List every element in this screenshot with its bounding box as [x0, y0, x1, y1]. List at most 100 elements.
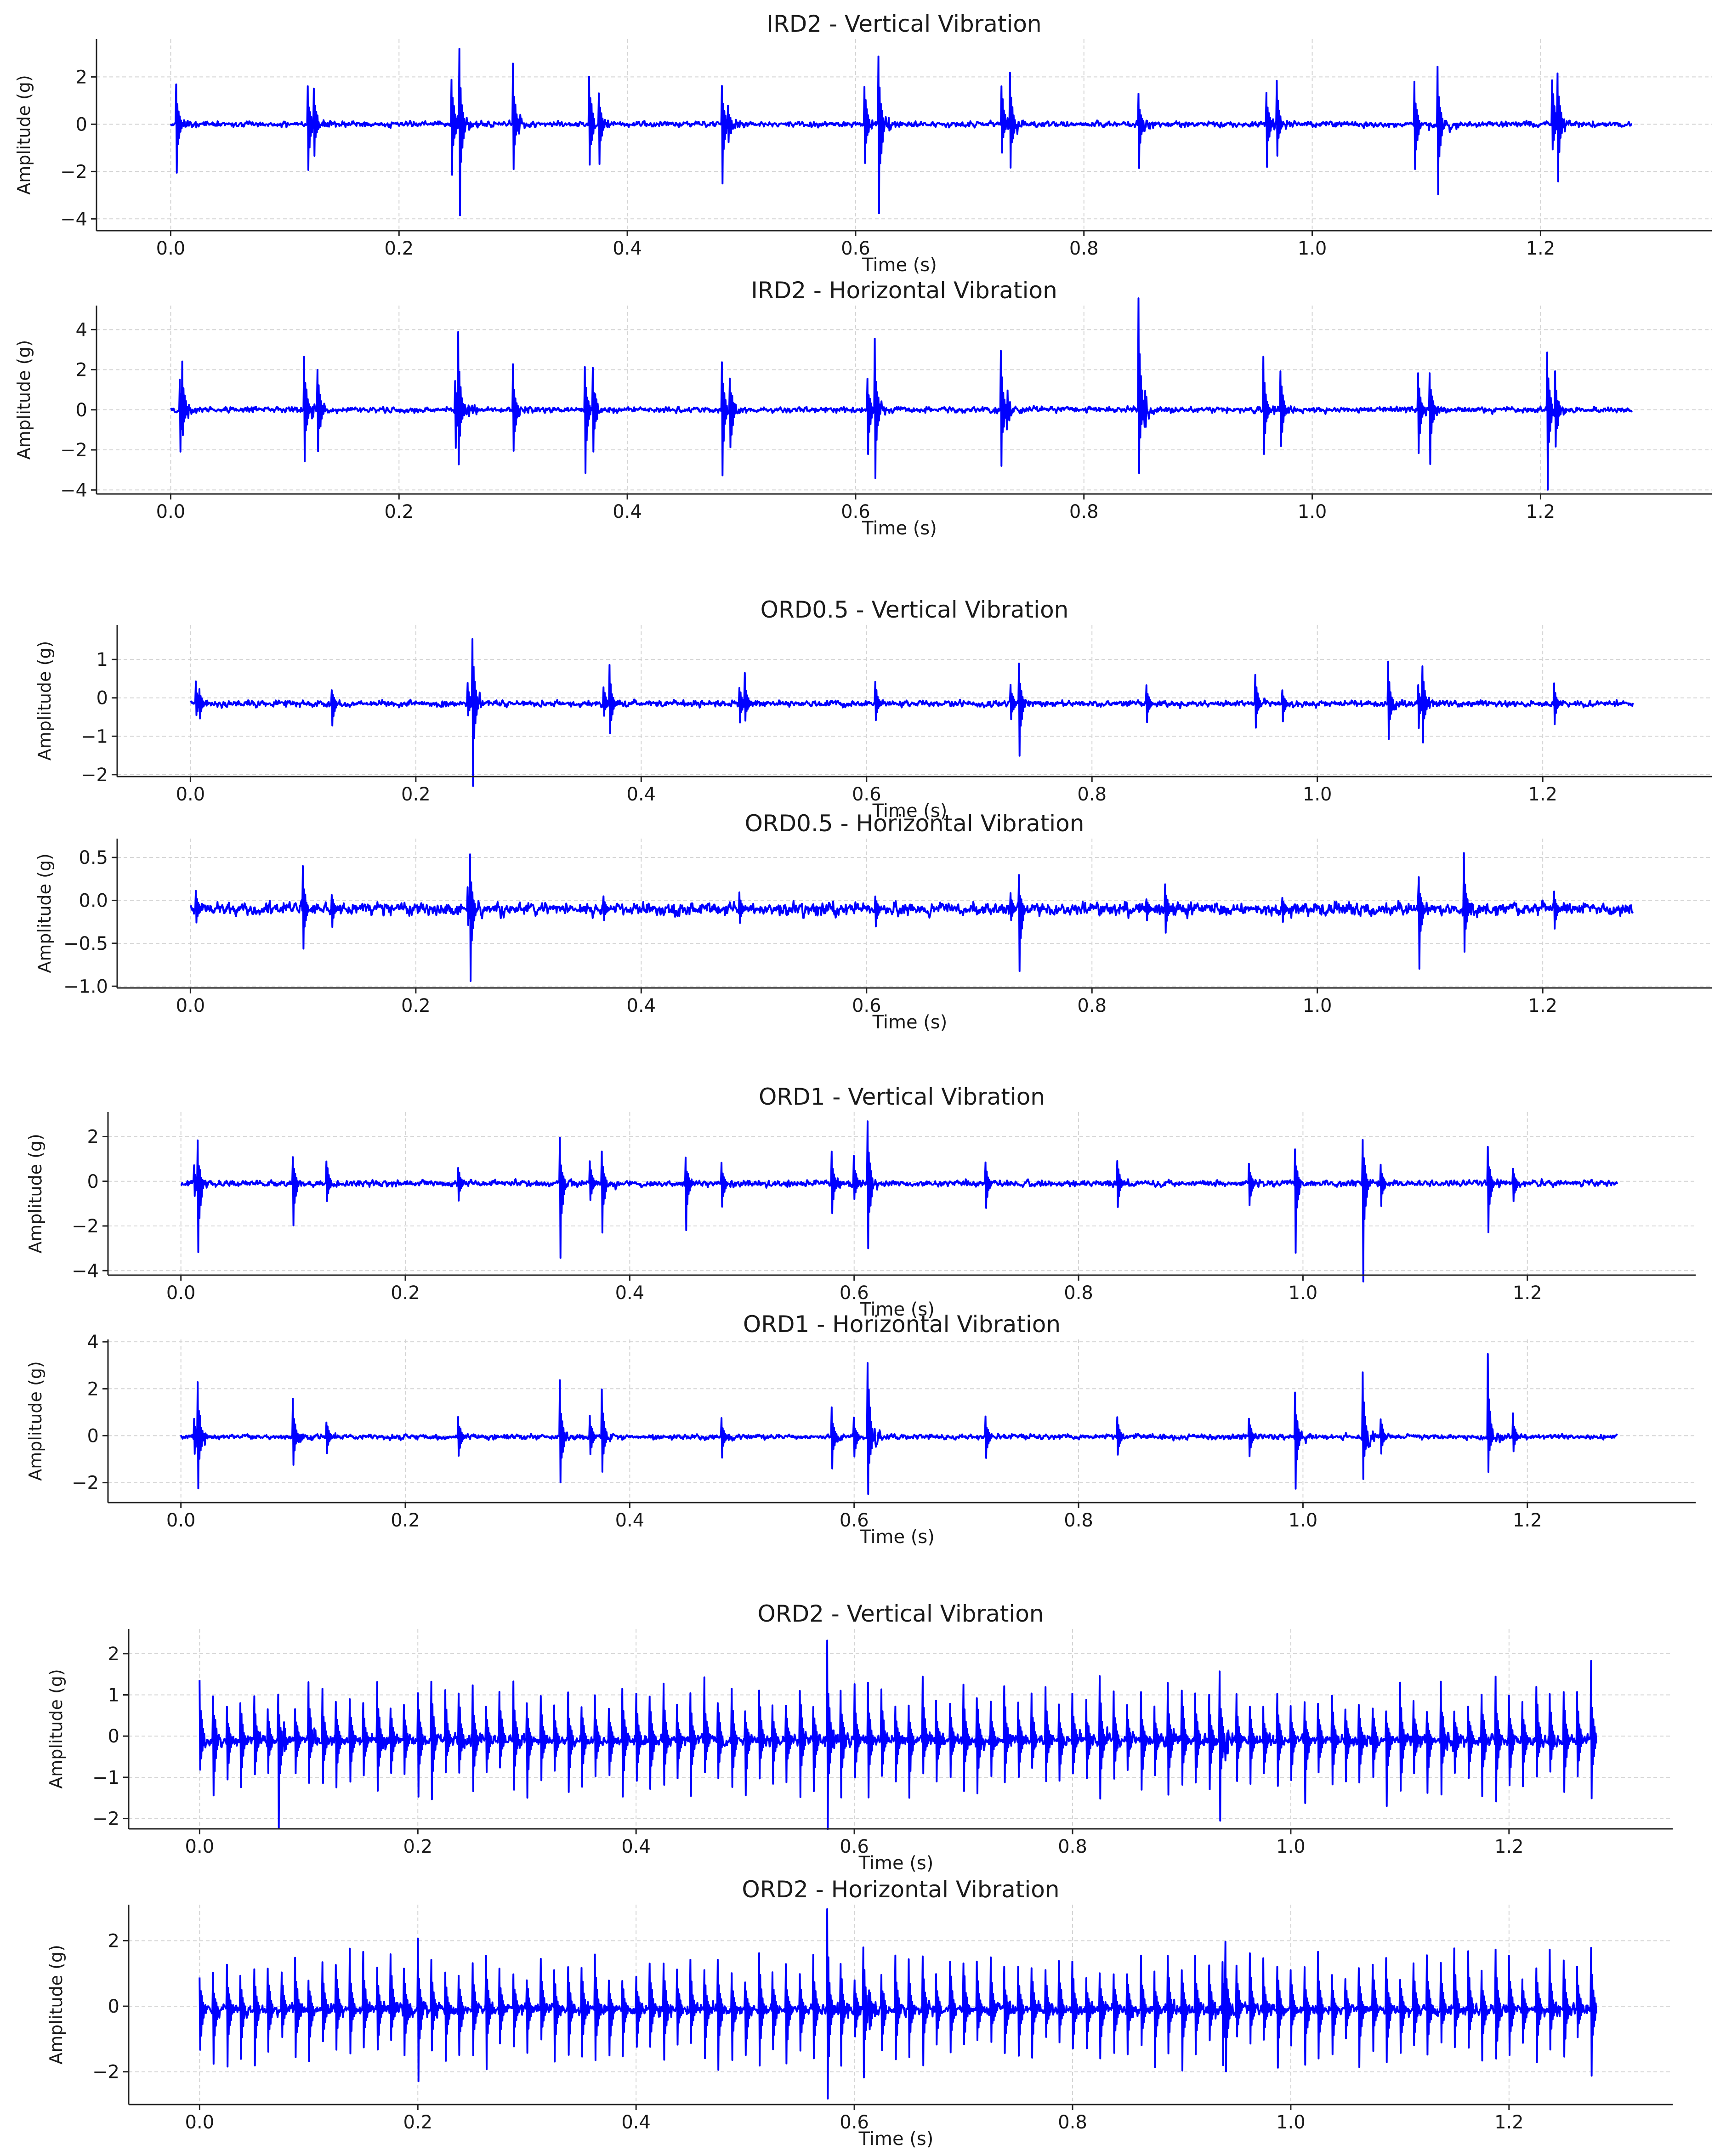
x-tick-label: 0.4 — [613, 501, 642, 522]
x-tick-label: 1.0 — [1298, 238, 1327, 259]
chart-ird2-h: IRD2 - Horizontal Vibration 0.0 0.2 0.4 0.6 0… — [14, 277, 1712, 539]
x-tick-label: 0.8 — [1064, 1510, 1093, 1531]
x-tick-label: 1.2 — [1528, 784, 1557, 805]
signal-trace — [190, 852, 1634, 982]
y-tick-label: 1 — [97, 649, 108, 670]
y-axis-label: Amplitude (g) — [25, 1361, 45, 1481]
x-tick-label: 0.6 — [841, 501, 870, 522]
y-tick-label: 0.5 — [79, 847, 108, 868]
y-tick-label: 0 — [108, 1726, 119, 1747]
chart-title: ORD2 - Vertical Vibration — [758, 1600, 1044, 1627]
y-tick-label: 4 — [76, 319, 87, 340]
x-tick-label: 0.0 — [185, 2112, 215, 2133]
x-tick-label: 0.6 — [840, 1282, 869, 1304]
x-axis-label: Time (s) — [859, 1526, 935, 1548]
x-tick-label: 0.6 — [840, 2112, 869, 2133]
x-tick-label: 1.0 — [1276, 1836, 1306, 1857]
chart-ird2-v: IRD2 - Vertical Vibration 0.0 0.2 0.4 0.6 0.8… — [14, 11, 1712, 276]
y-tick-label: 0 — [97, 688, 108, 709]
x-tick-label: 0.4 — [615, 1510, 645, 1531]
x-tick-label: 0.6 — [840, 1510, 869, 1531]
y-tick-label: −4 — [72, 1260, 99, 1282]
y-tick-label: −1 — [81, 726, 108, 747]
x-tick-label: 1.0 — [1303, 784, 1332, 805]
x-tick-label: 0.8 — [1058, 1836, 1087, 1857]
x-axis-label: Time (s) — [872, 800, 948, 822]
y-tick-label: −2 — [92, 1809, 119, 1830]
y-tick-label: 2 — [108, 1644, 119, 1665]
x-tick-label: 1.2 — [1494, 2112, 1524, 2133]
x-tick-label: 1.0 — [1289, 1282, 1318, 1304]
signal-trace — [199, 1640, 1597, 1830]
y-tick-label: −0.5 — [63, 933, 108, 954]
signal-trace — [180, 1120, 1618, 1282]
x-tick-label: 0.6 — [840, 1836, 869, 1857]
y-tick-label: 2 — [87, 1379, 99, 1400]
x-axis-label: Time (s) — [859, 1299, 935, 1320]
signal-trace — [170, 297, 1633, 491]
y-axis-label: Amplitude (g) — [34, 641, 55, 761]
y-tick-label: 1 — [108, 1685, 119, 1706]
x-tick-label: 0.8 — [1058, 2112, 1087, 2133]
y-tick-label: −2 — [60, 440, 87, 461]
y-tick-label: 0 — [87, 1171, 99, 1192]
chart-title: ORD1 - Vertical Vibration — [759, 1084, 1045, 1110]
x-tick-label: 0.2 — [401, 995, 431, 1016]
x-tick-label: 1.0 — [1276, 2112, 1306, 2133]
x-tick-label: 1.0 — [1298, 501, 1327, 522]
x-tick-label: 0.6 — [852, 784, 881, 805]
chart-title: ORD1 - Horizontal Vibration — [743, 1311, 1061, 1338]
chart-title: IRD2 - Horizontal Vibration — [751, 277, 1057, 304]
x-tick-label: 0.4 — [613, 238, 642, 259]
x-tick-label: 0.2 — [403, 1836, 432, 1857]
x-tick-label: 0.4 — [627, 784, 656, 805]
y-axis-label: Amplitude (g) — [34, 853, 55, 973]
x-tick-label: 0.0 — [185, 1836, 215, 1857]
signal-trace — [199, 1908, 1597, 2100]
x-tick-label: 0.4 — [627, 995, 656, 1016]
y-tick-label: 0 — [87, 1425, 99, 1447]
x-tick-label: 0.6 — [841, 238, 870, 259]
x-axis-label: Time (s) — [862, 518, 937, 539]
x-tick-label: 0.0 — [156, 501, 186, 522]
x-tick-label: 0.4 — [615, 1282, 645, 1304]
y-tick-label: −1.0 — [63, 976, 108, 997]
x-tick-label: 1.2 — [1528, 995, 1557, 1016]
x-tick-label: 0.6 — [852, 995, 881, 1016]
x-tick-label: 0.0 — [156, 238, 186, 259]
x-tick-label: 1.2 — [1494, 1836, 1524, 1857]
chart-title: ORD0.5 - Horizontal Vibration — [745, 810, 1084, 837]
x-tick-label: 0.0 — [176, 995, 205, 1016]
x-tick-label: 0.2 — [384, 238, 414, 259]
y-tick-label: −4 — [60, 209, 87, 230]
x-tick-label: 0.0 — [166, 1282, 196, 1304]
y-tick-label: 2 — [76, 360, 87, 381]
x-axis-label: Time (s) — [872, 1012, 948, 1033]
x-tick-label: 0.2 — [384, 501, 414, 522]
x-tick-label: 0.8 — [1077, 784, 1107, 805]
x-tick-label: 1.0 — [1303, 995, 1332, 1016]
x-tick-label: 0.8 — [1064, 1282, 1093, 1304]
chart-title: ORD2 - Horizontal Vibration — [742, 1876, 1059, 1903]
y-tick-label: 0 — [76, 114, 87, 135]
signal-trace — [170, 48, 1632, 216]
chart-ord1-h: ORD1 - Horizontal Vibration 0.0 0.2 0.4 0.6 0… — [25, 1311, 1696, 1548]
y-tick-label: 2 — [87, 1126, 99, 1147]
signal-trace — [189, 638, 1634, 787]
x-tick-label: 1.2 — [1526, 238, 1556, 259]
y-axis-label: Amplitude (g) — [46, 1669, 66, 1789]
y-tick-label: −2 — [72, 1473, 99, 1494]
y-tick-label: −2 — [81, 765, 108, 786]
y-axis-label: Amplitude (g) — [14, 75, 34, 195]
chart-ord2-h: ORD2 - Horizontal Vibration 0.0 0.2 0.4 0.6 0… — [46, 1876, 1673, 2150]
y-tick-label: −2 — [72, 1216, 99, 1237]
y-tick-label: 2 — [108, 1930, 119, 1952]
y-tick-label: −2 — [92, 2062, 119, 2083]
chart-ord1-v: ORD1 - Vertical Vibration 0.0 0.2 0.4 0.6 0.8… — [25, 1084, 1696, 1320]
x-tick-label: 0.8 — [1077, 995, 1107, 1016]
y-tick-label: 0 — [76, 400, 87, 421]
y-tick-label: −2 — [60, 161, 87, 182]
x-tick-label: 1.0 — [1289, 1510, 1318, 1531]
signal-trace — [180, 1353, 1618, 1495]
